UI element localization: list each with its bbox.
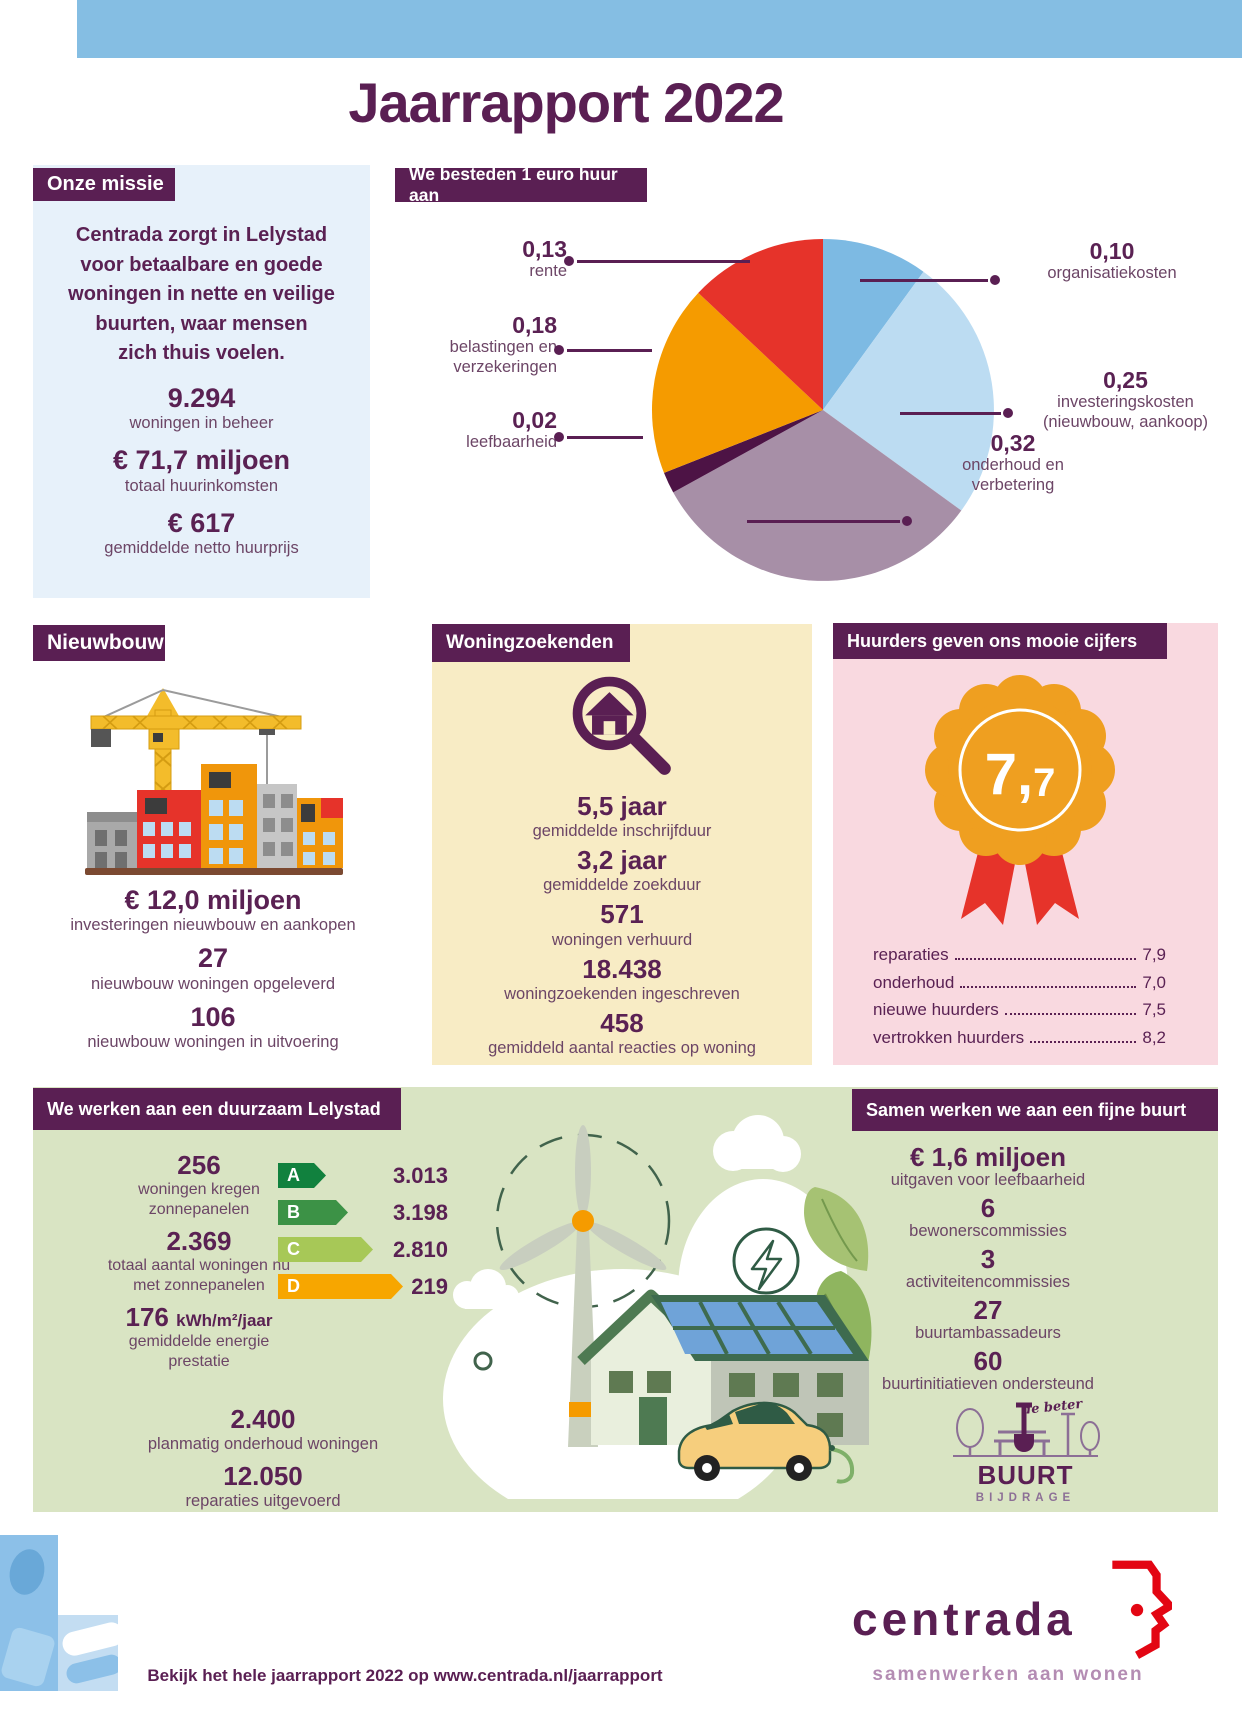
chart-badge: We besteden 1 euro huur aan xyxy=(395,164,647,205)
duurzaam-badge: We werken aan een duurzaam Lelystad xyxy=(33,1088,401,1130)
stat-woningen-opgeleverd: 27 nieuwbouw woningen opgeleverd xyxy=(90,943,335,993)
leader-line xyxy=(900,412,1001,415)
pie-slice-investeringskosten xyxy=(823,271,994,511)
centrada-tagline: samenwerken aan wonen xyxy=(872,1664,1144,1685)
leader-dot xyxy=(902,516,912,526)
pie-label-rente: 0,13 rente xyxy=(522,236,567,281)
energy-arrow-B: B xyxy=(278,1200,348,1225)
leader-dot xyxy=(554,345,564,355)
leader-line xyxy=(567,349,652,352)
rating-row: reparaties 7,9 xyxy=(873,945,1166,964)
logo-sub-text: BIJDRAGE xyxy=(975,1492,1076,1504)
rating-row: vertrokken huurders 8,2 xyxy=(873,1027,1166,1047)
footer-link-text: Bekijk het hele jaarrapport 2022 op www.… xyxy=(147,1666,663,1685)
stat-buurtinitiatieven: 60 buurtinitiatieven ondersteund xyxy=(882,1346,1094,1393)
energy-arrow-D: D xyxy=(278,1274,403,1299)
stat-zonnepanelen-nieuw: 256 woningen kregen zonnepanelen xyxy=(138,1150,260,1218)
buurtbijdrage-logo: de beter BUURT BIJDRAGE xyxy=(938,1397,1113,1512)
stat-huurinkomsten: € 71,7 miljoen totaal huurinkomsten xyxy=(112,445,291,495)
woningzoekenden-badge: Woningzoekenden xyxy=(432,624,630,662)
nieuwbouw-badge: Nieuwbouw xyxy=(33,625,165,661)
house-search-icon xyxy=(572,676,671,775)
stat-activiteitencommissies: 3 activiteitencommissies xyxy=(905,1244,1071,1291)
stat-leefbaarheid-uitgaven: € 1,6 miljoen uitgaven voor leefbaarheid xyxy=(890,1142,1086,1189)
leader-dot xyxy=(564,256,574,266)
construction-crane-illustration xyxy=(85,688,343,875)
stat-ingeschreven: 18.438 woningzoekenden ingeschreven xyxy=(504,953,740,1003)
leader-line xyxy=(860,279,988,282)
logo-name-text: BUURT xyxy=(977,1460,1074,1490)
page-title: Jaarrapport 2022 xyxy=(348,71,784,134)
rating-row: onderhoud 7,0 xyxy=(873,972,1166,992)
stat-woningen-verhuurd: 571 woningen verhuurd xyxy=(551,899,693,949)
stat-reparaties-uitgevoerd: 12.050 reparaties uitgevoerd xyxy=(185,1461,341,1511)
leader-line xyxy=(577,260,750,263)
leader-dot xyxy=(554,432,564,442)
score-7-7: 7, 7 xyxy=(984,742,1056,807)
pie-label-onderhoud: 0,32 onderhoud en verbetering xyxy=(962,430,1064,495)
energy-arrow-C: C xyxy=(278,1237,373,1262)
expenses-chart-panel: We besteden 1 euro huur aan 0,13 rente 0… xyxy=(395,164,1242,595)
stat-woningen-in-beheer: 9.294 woningen in beheer xyxy=(129,382,274,433)
stat-zoekduur: 3,2 jaar gemiddelde zoekduur xyxy=(543,845,701,895)
pie-slice-belastingen xyxy=(651,292,823,473)
sustainability-illustration xyxy=(443,1115,872,1499)
leader-dot xyxy=(1003,408,1013,418)
zonnepanelen-stats: 256 woningen kregen zonnepanelen 2.369 t… xyxy=(99,1150,299,1379)
stat-inschrijfduur: 5,5 jaar gemiddelde inschrijfduur xyxy=(532,791,712,841)
stat-planmatig-onderhoud: 2.400 planmatig onderhoud woningen xyxy=(147,1404,379,1454)
nieuwbouw-panel: Nieuwbouw xyxy=(33,624,393,1065)
pie-label-leefbaarheid: 0,02 leefbaarheid xyxy=(466,407,557,452)
huurders-badge: Huurders geven ons mooie cijfers xyxy=(833,623,1167,659)
energy-label-chart: A 3.013 B 3.198 C 2.810 D 219 xyxy=(278,1163,448,1311)
duurzaam-panel: We werken aan een duurzaam Lelystad Same… xyxy=(33,1087,1218,1512)
buurt-stats: € 1,6 miljoen uitgaven voor leefbaarheid… xyxy=(828,1143,1148,1398)
mission-badge: Onze missie xyxy=(33,168,175,201)
award-rosette-icon xyxy=(925,675,1115,925)
mission-panel: Onze missie Centrada zorgt in Lelystad v… xyxy=(33,165,370,598)
energy-row-A: A 3.013 xyxy=(278,1163,448,1188)
pie-slice-leefbaarheid xyxy=(664,410,823,493)
buurtbijdrage-logo-art xyxy=(953,1402,1100,1457)
energy-row-B: B 3.198 xyxy=(278,1200,448,1225)
header-bar xyxy=(77,0,1242,58)
stat-zonnepanelen-totaal: 2.369 totaal aantal woningen nu met zonn… xyxy=(107,1226,291,1294)
onderhoud-stats: 2.400 planmatig onderhoud woningen 12.05… xyxy=(93,1404,433,1519)
stat-reacties: 458 gemiddeld aantal reacties op woning xyxy=(488,1007,756,1058)
centrada-wordmark: centrada xyxy=(852,1593,1076,1645)
mission-text: Centrada zorgt in Lelystad voor betaalba… xyxy=(68,224,335,365)
leader-dot xyxy=(990,275,1000,285)
energy-row-C: C 2.810 xyxy=(278,1237,448,1262)
stat-buurtambassadeurs: 27 buurtambassadeurs xyxy=(915,1295,1061,1342)
stat-energie-prestatie: 176 kWh/m²/jaar gemiddelde energie prest… xyxy=(125,1302,273,1370)
woningzoekenden-panel: Woningzoekenden 5,5 jaar gemiddelde insc… xyxy=(432,624,812,1065)
rating-row: nieuwe huurders 7,5 xyxy=(873,1000,1166,1019)
leader-line xyxy=(567,436,643,439)
stat-netto-huurprijs: € 617 gemiddelde netto huurprijs xyxy=(104,507,299,557)
expenses-pie-chart xyxy=(651,238,994,581)
pie-slice-onderhoud xyxy=(673,410,962,581)
pie-slice-rente xyxy=(698,238,823,410)
pie-label-investeringskosten: 0,25 investeringskosten (nieuwbouw, aank… xyxy=(1042,367,1209,432)
pie-label-organisatiekosten: 0,10 organisatiekosten xyxy=(1047,238,1177,283)
leader-line xyxy=(747,520,900,523)
energy-arrow-A: A xyxy=(278,1163,326,1188)
ratings-list: reparaties 7,9 onderhoud 7,0 nieuwe huurde… xyxy=(873,941,1166,1051)
centrada-face-icon xyxy=(1112,1560,1172,1659)
energy-row-D: D 219 xyxy=(278,1274,448,1299)
centrada-figure-decoration xyxy=(0,1535,118,1691)
pie-label-belastingen: 0,18 belastingen en verzekeringen xyxy=(449,312,557,377)
stat-investeringen-nieuwbouw: € 12,0 miljoen investeringen nieuwbouw e… xyxy=(70,885,356,935)
buurt-badge: Samen werken we aan een fijne buurt xyxy=(852,1089,1218,1131)
huurders-panel: Huurders geven ons mooie cijfers 7, 7 rep… xyxy=(833,623,1218,1065)
stat-bewonerscommissies: 6 bewonerscommissies xyxy=(909,1193,1067,1240)
stat-woningen-in-uitvoering: 106 nieuwbouw woningen in uitvoering xyxy=(87,1001,339,1051)
